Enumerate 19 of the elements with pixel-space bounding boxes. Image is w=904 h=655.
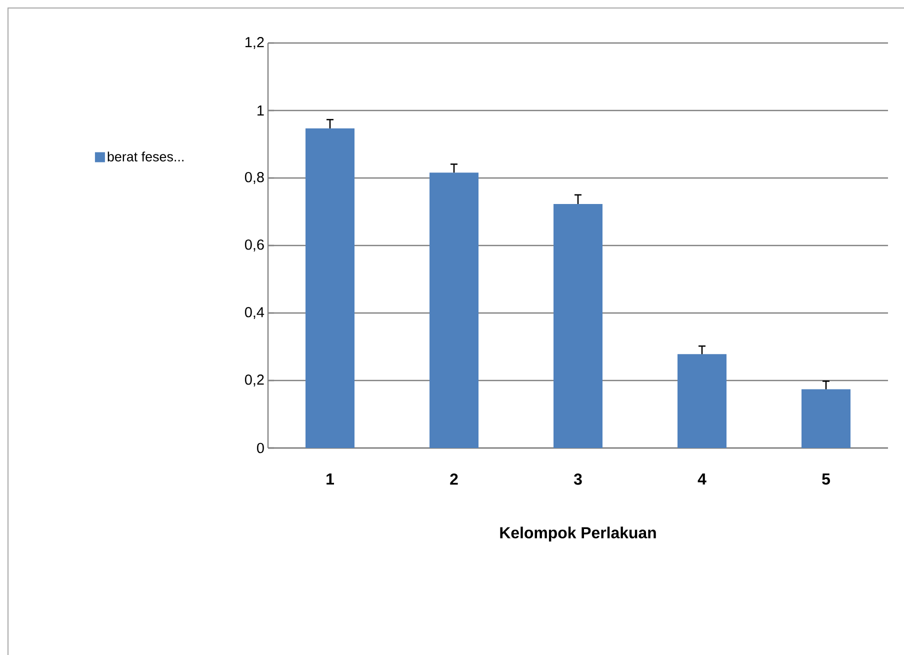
y-tick-label: 0,6 — [244, 240, 264, 252]
bar — [306, 128, 355, 448]
bar — [430, 172, 479, 448]
x-tick-label: 1 — [326, 474, 334, 484]
bar — [802, 389, 851, 448]
legend-label: berat feses... — [108, 152, 184, 162]
y-tick-label: 1,2 — [245, 37, 264, 49]
bar — [554, 204, 603, 448]
x-tick-label: 4 — [698, 474, 706, 484]
y-tick-label: 0,4 — [244, 307, 264, 319]
x-tick-label: 2 — [450, 474, 458, 485]
y-tick-label: 1 — [258, 106, 264, 116]
x-tick-label: 5 — [822, 474, 830, 485]
y-tick-label: 0 — [257, 442, 264, 454]
y-tick-label: 0,2 — [244, 374, 264, 386]
x-axis-title: Kelompok Perlakuan — [500, 526, 656, 542]
y-tick-label: 0,8 — [244, 172, 264, 184]
bar — [678, 354, 727, 448]
x-tick-label: 3 — [574, 474, 582, 485]
